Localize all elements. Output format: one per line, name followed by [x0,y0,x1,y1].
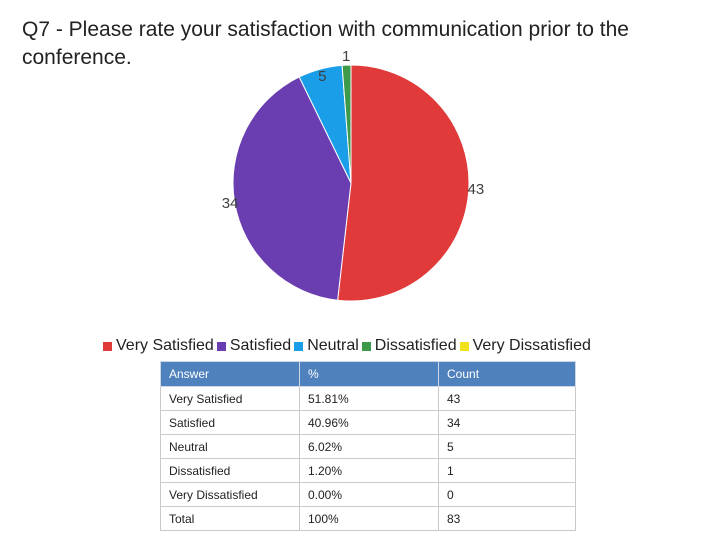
table-header-row: Answer % Count [160,361,576,387]
legend-label: Satisfied [229,337,292,354]
legend-item-neutral: Neutral [294,337,359,355]
table-row: Neutral 6.02% 5 [160,434,576,459]
legend-item-satisfied: Satisfied [216,337,292,355]
cell-count: 5 [438,434,576,459]
legend-label: Very Dissatisfied [472,337,591,354]
table-row: Very Dissatisfied 0.00% 0 [160,482,576,507]
legend: Very Satisfied Satisfied Neutral Dissati… [103,337,594,355]
cell-percent: 1.20% [299,458,439,483]
cell-percent: 100% [299,506,439,531]
table-row: Very Satisfied 51.81% 43 [160,386,576,411]
results-table: Answer % Count Very Satisfied 51.81% 43 … [160,361,576,531]
legend-item-very-satisfied: Very Satisfied [103,337,214,355]
cell-count: 0 [438,482,576,507]
cell-percent: 40.96% [299,410,439,435]
legend-label: Neutral [307,337,359,354]
cell-count: 83 [438,506,576,531]
chart-title: Q7 - Please rate your satisfaction with … [22,18,629,69]
cell-count: 34 [438,410,576,435]
data-label-neutral: 5 [318,68,326,85]
column-header-percent: % [299,361,439,387]
cell-percent: 6.02% [299,434,439,459]
data-label-dissatisfied: 1 [342,48,350,65]
pie-slice-dissatisfied [341,64,352,184]
table-row: Dissatisfied 1.20% 1 [160,458,576,483]
legend-item-very-dissatisfied: Very Dissatisfied [459,337,591,355]
legend-swatch-neutral [294,341,304,351]
data-label-satisfied: 34 [222,195,239,212]
column-header-answer: Answer [160,361,300,387]
legend-swatch-very-dissatisfied [459,341,469,351]
cell-answer: Very Dissatisfied [160,482,300,507]
cell-answer: Total [160,506,300,531]
cell-count: 43 [438,386,576,411]
data-label-very-satisfied: 43 [468,181,485,198]
table-row-total: Total 100% 83 [160,506,576,531]
cell-answer: Neutral [160,434,300,459]
pie-slice-very-satisfied [337,64,470,302]
pie-slice-satisfied [232,76,352,301]
cell-percent: 0.00% [299,482,439,507]
cell-answer: Satisfied [160,410,300,435]
column-header-count: Count [438,361,576,387]
cell-count: 1 [438,458,576,483]
legend-swatch-very-satisfied [103,341,112,351]
cell-answer: Very Satisfied [160,386,300,411]
legend-label: Dissatisfied [374,337,457,354]
cell-percent: 51.81% [299,386,439,411]
legend-swatch-satisfied [216,341,226,351]
table-row: Satisfied 40.96% 34 [160,410,576,435]
cell-answer: Dissatisfied [160,458,300,483]
legend-item-dissatisfied: Dissatisfied [361,337,457,355]
legend-label: Very Satisfied [116,337,214,354]
pie-chart: 43 34 51 [222,48,485,302]
legend-swatch-dissatisfied [361,341,371,351]
